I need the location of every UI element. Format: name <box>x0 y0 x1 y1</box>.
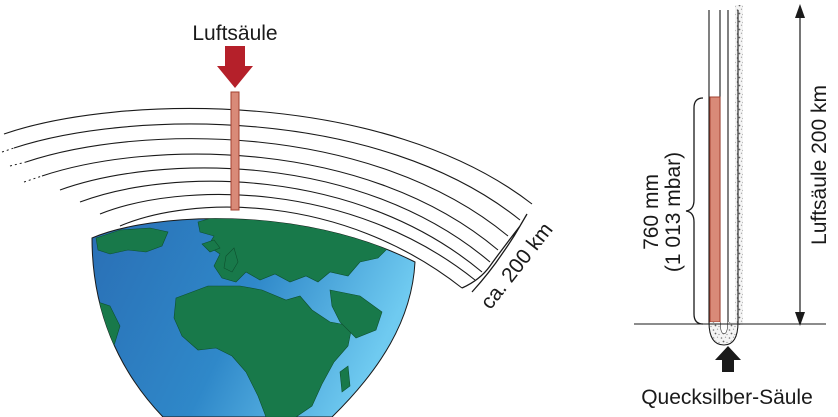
island-britain <box>223 247 239 273</box>
mercury-reservoir <box>710 322 737 344</box>
island-madagascar <box>339 365 351 393</box>
barometer-tube-inner <box>719 10 729 335</box>
atmosphere-arc <box>59 167 491 263</box>
atmosphere-arc <box>25 138 509 237</box>
earth <box>91 218 416 417</box>
label-air-column: Luftsäule <box>192 22 277 45</box>
continent-arabia <box>329 289 383 339</box>
air-height-arrow-bottom <box>795 312 805 326</box>
atmosphere-arc <box>99 193 476 281</box>
continent-africa <box>173 285 353 417</box>
air-height-arrow-top <box>795 4 805 18</box>
barometer-tube <box>708 10 739 346</box>
mercury-height-brace <box>685 97 704 325</box>
continent-greenland <box>95 227 169 255</box>
atmosphere-arc <box>41 153 499 251</box>
atmosphere-bracket <box>461 213 528 293</box>
atmosphere-fade <box>1 147 43 183</box>
mercury-push-arrow <box>715 346 741 372</box>
label-pressure: (1 013 mbar) <box>662 152 685 272</box>
barometer-air-column <box>735 5 743 325</box>
label-mercury-height: 760 mm <box>640 174 663 250</box>
air-column-bar <box>230 91 240 211</box>
mercury-column-bar <box>709 96 721 323</box>
label-air-column-height: Luftsäule 200 km <box>808 85 831 245</box>
air-column-arrow <box>217 46 253 88</box>
atmosphere-layers <box>3 107 533 289</box>
atmosphere-arc <box>119 206 463 289</box>
island-iceland <box>201 239 221 253</box>
label-atmosphere-height: ca. 200 km <box>476 218 557 313</box>
atmosphere-arc <box>79 180 483 273</box>
atmosphere-arc <box>13 123 521 221</box>
label-mercury-column: Quecksilber-Säule <box>641 386 813 409</box>
atmosphere-arc <box>3 107 533 205</box>
